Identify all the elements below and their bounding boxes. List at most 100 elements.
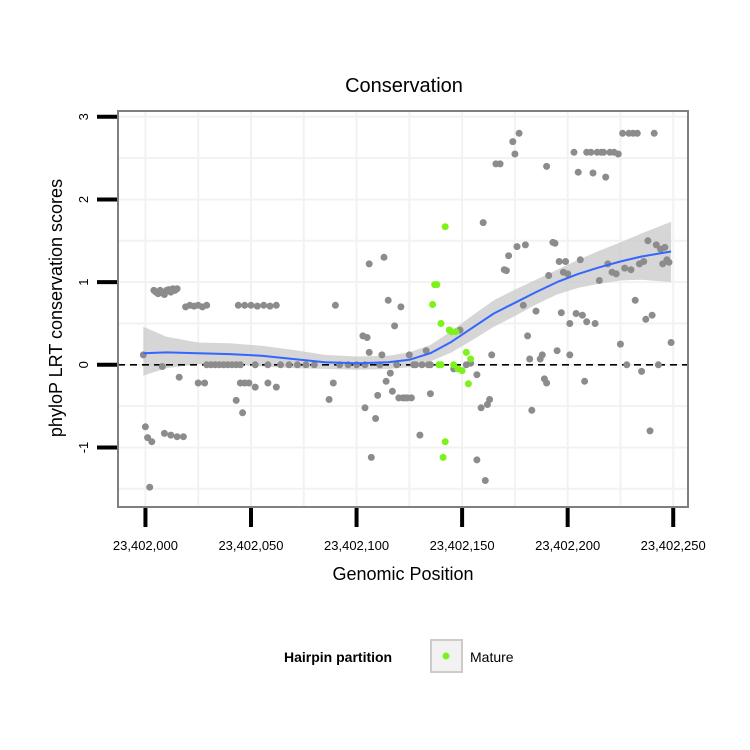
other-point <box>203 301 211 309</box>
other-point <box>555 258 563 265</box>
x-tick-label: 23,402,150 <box>430 538 495 553</box>
other-point <box>201 379 209 387</box>
other-point <box>652 241 660 249</box>
mature-point <box>437 320 445 327</box>
other-point <box>173 285 181 293</box>
mature-point <box>458 367 466 375</box>
other-point <box>272 383 280 391</box>
other-point <box>665 258 673 266</box>
other-point <box>384 296 392 304</box>
other-point <box>633 129 641 137</box>
smooth-line-layer <box>143 250 672 365</box>
other-point <box>557 309 565 317</box>
y-tick-label: 3 <box>76 113 91 120</box>
other-point <box>175 373 183 381</box>
other-point <box>545 272 553 279</box>
other-point <box>260 301 268 309</box>
other-point <box>412 361 420 369</box>
mature-point <box>437 361 445 369</box>
other-point <box>426 390 434 398</box>
other-point <box>148 438 156 446</box>
other-point <box>272 301 280 309</box>
other-point <box>640 258 648 265</box>
legend: Hairpin partition Mature <box>284 639 514 673</box>
other-point <box>293 361 301 369</box>
other-point <box>374 391 382 399</box>
other-point <box>532 307 540 315</box>
y-tick-label: 2 <box>76 196 91 203</box>
other-point <box>160 429 168 437</box>
other-point <box>513 243 521 251</box>
smooth-line <box>143 250 672 365</box>
other-point <box>264 379 272 387</box>
other-point <box>167 431 175 439</box>
other-point <box>564 270 572 278</box>
other-point <box>553 347 561 355</box>
other-point <box>667 339 675 346</box>
other-point <box>570 148 578 156</box>
other-point <box>595 277 603 284</box>
other-point <box>591 320 599 327</box>
y-tick-label: -1 <box>76 442 91 454</box>
confidence-ribbon-layer <box>143 221 672 376</box>
other-point <box>646 427 654 435</box>
other-point <box>496 160 504 168</box>
other-point <box>232 396 240 404</box>
legend-mature-label: Mature <box>470 649 514 665</box>
mature-point <box>429 301 437 308</box>
other-point <box>141 423 149 431</box>
other-point <box>388 387 396 395</box>
other-point <box>310 361 318 369</box>
other-point <box>158 363 166 370</box>
legend-mature-swatch <box>442 652 450 660</box>
panel-border <box>117 110 689 508</box>
other-point <box>239 409 247 417</box>
y-axis: -1 0 1 2 3 <box>76 113 117 453</box>
mature-point <box>467 355 475 363</box>
other-point <box>393 361 401 369</box>
other-point <box>621 264 629 272</box>
other-point <box>194 379 202 387</box>
other-point <box>566 320 574 327</box>
other-point <box>253 302 261 310</box>
other-point <box>650 129 658 137</box>
other-point <box>481 477 489 484</box>
mature-point <box>441 223 449 231</box>
x-tick-label: 23,402,050 <box>218 538 283 553</box>
other-point <box>600 148 608 156</box>
x-tick-label: 23,402,000 <box>113 538 178 553</box>
other-point <box>241 301 249 309</box>
chart-title: Conservation <box>345 75 463 97</box>
other-point <box>391 322 399 330</box>
other-point <box>426 361 434 369</box>
other-point <box>486 396 494 403</box>
other-point <box>365 348 373 356</box>
other-point <box>251 361 259 369</box>
x-axis-label: Genomic Position <box>332 564 473 584</box>
other-point <box>479 219 487 227</box>
x-tick-label: 23,402,250 <box>641 538 706 553</box>
other-point <box>661 243 669 251</box>
other-point <box>397 303 405 311</box>
other-point <box>302 361 310 369</box>
other-point <box>405 351 413 359</box>
x-axis: 23,402,000 23,402,050 23,402,100 23,402,150… <box>113 508 706 553</box>
other-point <box>422 347 430 355</box>
other-point <box>543 162 551 170</box>
mature-point <box>433 281 441 289</box>
other-point <box>521 241 529 249</box>
other-point <box>386 369 394 377</box>
other-point <box>642 315 650 323</box>
other-point <box>505 252 513 260</box>
other-point <box>578 311 586 319</box>
other-point <box>236 361 244 369</box>
other-point <box>654 361 662 369</box>
other-point <box>378 351 386 359</box>
x-tick-label: 23,402,100 <box>324 538 389 553</box>
other-point <box>509 138 517 146</box>
other-point <box>363 334 371 341</box>
other-point <box>325 396 333 403</box>
other-point <box>619 129 627 137</box>
other-point <box>179 433 187 441</box>
